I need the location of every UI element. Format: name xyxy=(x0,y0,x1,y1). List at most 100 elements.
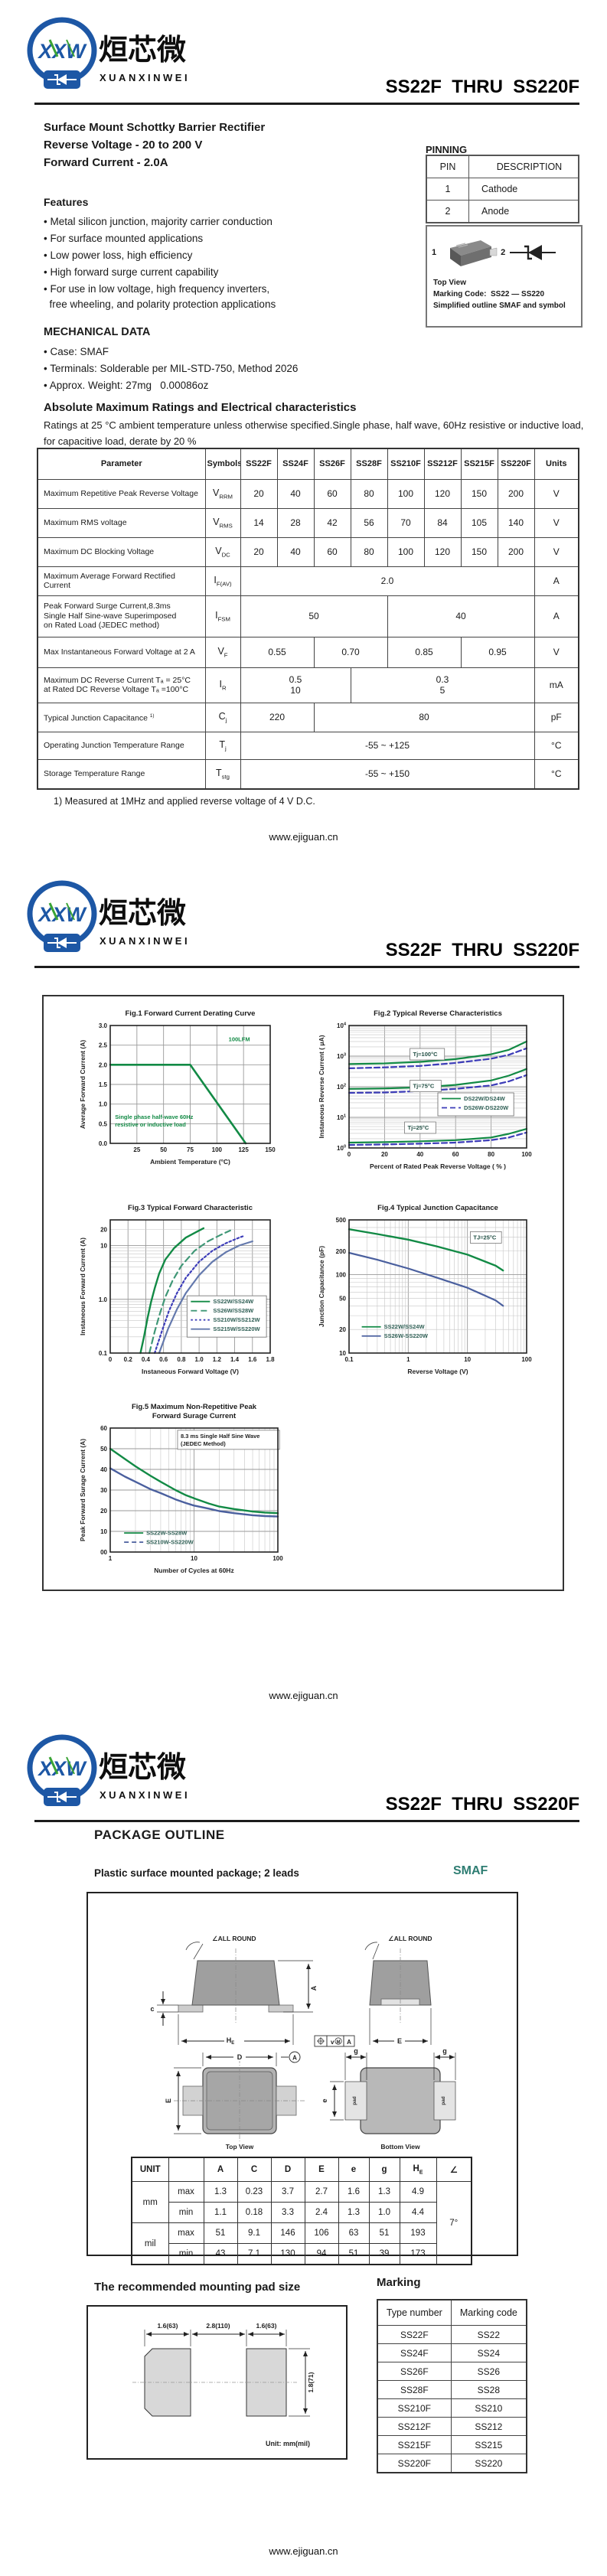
svg-text:50: 50 xyxy=(160,1146,167,1153)
row-unit: mA xyxy=(534,667,579,703)
feature-item: • For use in low voltage, high frequency… xyxy=(44,283,270,295)
features-heading: Features xyxy=(44,196,89,208)
svg-text:100: 100 xyxy=(272,1555,283,1562)
dim-cell: 1.1 xyxy=(203,2202,238,2223)
svg-text:Fig.3 Typical Forward Charact: Fig.3 Typical Forward Characteristic xyxy=(128,1204,253,1212)
row-symbol: VRRM xyxy=(204,478,241,509)
svg-text:40: 40 xyxy=(100,1466,107,1473)
svg-text:Instaneous Reverse Current ( μ: Instaneous Reverse Current ( μA) xyxy=(318,1035,325,1138)
marking-cell: SS22F xyxy=(377,2325,452,2344)
svg-text:Tj=75°C: Tj=75°C xyxy=(413,1083,435,1090)
logo-cn-text: 烜芯微 xyxy=(99,34,186,67)
svg-text:SS210W-SS220W: SS210W-SS220W xyxy=(146,1539,194,1546)
svg-text:104: 104 xyxy=(337,1022,347,1030)
dim-cell: 9.1 xyxy=(237,2222,272,2244)
fig1-derating-curve: Fig.1 Forward Current Derating Curve 100L… xyxy=(77,1007,277,1169)
svg-text:Fig.4 Typical Junction Capaci: Fig.4 Typical Junction Capacitance xyxy=(377,1204,498,1212)
svg-text:0.2: 0.2 xyxy=(124,1356,133,1363)
svg-text:3.0: 3.0 xyxy=(99,1022,108,1029)
row-value: 40 xyxy=(276,478,315,509)
row-value: 60 xyxy=(313,536,351,567)
svg-text:DS22W/DS24W: DS22W/DS24W xyxy=(464,1095,506,1102)
col-part-SS24F: SS24F xyxy=(276,448,315,480)
dim-cell: min xyxy=(168,2243,204,2265)
package-outline-heading: PACKAGE OUTLINE xyxy=(94,1828,225,1842)
row-unit: A xyxy=(534,566,579,596)
feature-item: free wheeling, and polarity protection a… xyxy=(44,298,276,310)
row-symbol: Cj xyxy=(204,702,241,732)
ratings-note: Ratings at 25 °C ambient temperature unl… xyxy=(44,419,584,431)
dim-cell: 39 xyxy=(368,2243,400,2265)
row-value: 200 xyxy=(497,536,535,567)
svg-text:1.0: 1.0 xyxy=(99,1101,108,1108)
row-value: 80 xyxy=(350,478,388,509)
package-outline-drawing: ∠ALL ROUND A c HE v xyxy=(150,1935,456,2150)
svg-text:SS22W-SS28W: SS22W-SS28W xyxy=(146,1530,188,1537)
svg-text:10: 10 xyxy=(100,1243,107,1250)
dim-cell: E xyxy=(304,2157,339,2182)
svg-text:500: 500 xyxy=(336,1217,347,1224)
subtitle-line: Surface Mount Schottky Barrier Rectifier xyxy=(44,121,266,134)
package-outline-subheading: Plastic surface mounted package; 2 leads xyxy=(94,1867,299,1879)
logo-monogram: XXW xyxy=(37,903,87,926)
dim-cell: 1.3 xyxy=(203,2181,238,2203)
col-symbols: Symbols xyxy=(204,448,241,480)
svg-text:Average Forward Current (A): Average Forward Current (A) xyxy=(79,1040,86,1130)
svg-text:20: 20 xyxy=(100,1226,107,1233)
svg-text:DS26W-DS220W: DS26W-DS220W xyxy=(464,1104,509,1111)
dim-cell: 7° xyxy=(436,2181,472,2265)
header-rule xyxy=(34,1820,579,1822)
row-value: 105 xyxy=(460,507,498,538)
svg-text:Ambient Temperature (°C): Ambient Temperature (°C) xyxy=(150,1158,230,1166)
svg-text:1.6: 1.6 xyxy=(248,1356,257,1363)
mech-item: • Case: SMAF xyxy=(44,346,109,357)
marking-heading: Marking xyxy=(377,2276,421,2289)
svg-text:Fig.5 Maximum Non-Repetitive: Fig.5 Maximum Non-Repetitive Peak xyxy=(132,1403,257,1411)
svg-text:Fig.2 Typical Reverse Charact: Fig.2 Typical Reverse Characteristics xyxy=(374,1009,502,1018)
row-parameter: Maximum DC Blocking Voltage xyxy=(37,536,206,567)
row-parameter: Maximum Average Forward Rectified Curren… xyxy=(37,566,206,596)
dim-cell: 1.0 xyxy=(368,2202,400,2223)
row-value: 0.5 10 xyxy=(240,667,351,703)
dim-cell: 0.23 xyxy=(237,2181,272,2203)
row-unit: V xyxy=(534,636,579,668)
row-parameter: Typical Junction Capacitance 1) xyxy=(37,702,206,732)
marking-cell: SS210F xyxy=(377,2398,452,2418)
marking-cell: SS28F xyxy=(377,2380,452,2399)
col-part-SS22F: SS22F xyxy=(240,448,278,480)
row-value: 0.85 xyxy=(387,636,462,668)
fig2-svg: Fig.2 Typical Reverse Characteristics Tj=… xyxy=(318,1009,532,1170)
svg-text:Tj=25°C: Tj=25°C xyxy=(408,1124,429,1131)
col-part-SS220F: SS220F xyxy=(497,448,535,480)
pin-desc: Anode xyxy=(468,200,579,223)
row-symbol: IFSM xyxy=(204,595,241,637)
col-part-SS212F: SS212F xyxy=(423,448,462,480)
pinning-table: PIN DESCRIPTION 1 Cathode 2 Anode xyxy=(426,155,579,223)
row-symbol: IF(AV) xyxy=(204,566,241,596)
dim-cell: 2.7 xyxy=(304,2181,339,2203)
dim-cell: 7.1 xyxy=(237,2243,272,2265)
row-value: 150 xyxy=(460,478,498,509)
svg-text:8.3 ms Single Half Sine Wave: 8.3 ms Single Half Sine Wave xyxy=(181,1433,260,1440)
feature-item: • High forward surge current capability xyxy=(44,266,219,278)
datum-A: A xyxy=(292,2055,297,2062)
header-rule xyxy=(34,966,579,968)
dim-cell: 1.3 xyxy=(338,2202,370,2223)
marking-cell: SS215 xyxy=(450,2435,527,2454)
svg-text:0.1: 0.1 xyxy=(344,1356,354,1363)
dim-cell: 1.3 xyxy=(368,2181,400,2203)
row-value: 220 xyxy=(240,702,315,732)
svg-text:2.5: 2.5 xyxy=(99,1042,108,1049)
row-symbol: VRMS xyxy=(204,507,241,538)
svg-text:SS22W/SS24W: SS22W/SS24W xyxy=(384,1323,426,1330)
row-value: 42 xyxy=(313,507,351,538)
svg-text:0.0: 0.0 xyxy=(99,1140,108,1147)
marking-cell: SS26 xyxy=(450,2362,527,2381)
svg-text:80: 80 xyxy=(488,1151,494,1158)
caption-marking-code: Marking Code: SS22 — SS220 xyxy=(433,290,545,298)
svg-text:200: 200 xyxy=(336,1248,347,1255)
dim-HE: HE xyxy=(227,2036,235,2046)
svg-text:TJ=25°C: TJ=25°C xyxy=(473,1234,496,1241)
row-value: 20 xyxy=(240,478,278,509)
